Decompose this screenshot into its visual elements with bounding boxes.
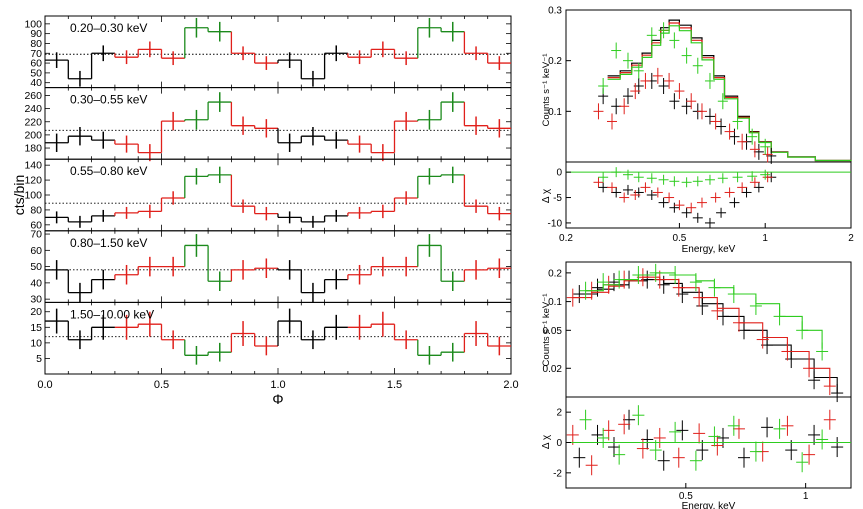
y-tick-label: 80 <box>30 204 42 216</box>
y-tick-label: 120 <box>24 175 42 187</box>
y-tick-label: 80 <box>30 38 42 50</box>
x-tick-label: 0.5 <box>679 491 693 502</box>
y-axis-label: cts/bin <box>11 175 27 215</box>
model-curve <box>607 22 852 162</box>
x-tick-label: 2.0 <box>503 379 518 391</box>
y-tick-label: 70 <box>30 48 42 60</box>
resid-tick-label: 0 <box>556 168 562 179</box>
resid-tick-label: 0 <box>556 438 562 449</box>
band-label: 1.50–10.00 keV <box>70 307 154 321</box>
y-tick-label: 10 <box>30 337 42 349</box>
spectrum-bottom-chart: 0.2 0.1 0.05 0.02 2 0 -2 0.5 1 Energy, keV Counts … <box>541 261 852 509</box>
resid-tick-label: -2 <box>553 468 562 479</box>
y-tick-label: 15 <box>30 322 42 334</box>
band-label: 0.80–1.50 keV <box>70 236 147 250</box>
y-tick-label: 40 <box>30 77 42 89</box>
resid-tick-label: -5 <box>553 193 562 204</box>
model-curve <box>607 25 852 162</box>
y-tick-label: 60 <box>30 58 42 70</box>
spectrum-frame <box>565 9 852 163</box>
y-tick-label: 0.2 <box>548 268 562 279</box>
model-curve <box>607 19 852 162</box>
band-label: 0.20–0.30 keV <box>70 21 147 35</box>
x-tick-label: 1 <box>762 233 768 244</box>
x-axis-label: Φ <box>272 391 283 407</box>
y-tick-label: 0.3 <box>548 6 562 17</box>
resid-tick-label: -10 <box>548 218 563 229</box>
y-tick-label: 70 <box>30 229 42 241</box>
x-tick-label: 1.5 <box>387 379 402 391</box>
y-tick-label: 0.1 <box>548 107 562 118</box>
y-tick-label: 0.2 <box>548 56 562 67</box>
y-tick-label: 100 <box>24 190 42 202</box>
band-label: 0.55–0.80 keV <box>70 164 147 178</box>
x-tick-label: 1 <box>803 491 809 502</box>
y-tick-label: 20 <box>30 306 42 318</box>
y-tick-label: 60 <box>30 219 42 231</box>
x-tick-label: 0.5 <box>672 233 686 244</box>
resid-axis-label: Δ χ <box>541 188 552 203</box>
y-tick-label: 0.02 <box>543 364 563 375</box>
x-axis-label: Energy, keV <box>682 501 736 509</box>
x-tick-label: 0.0 <box>37 379 52 391</box>
y-tick-label: 40 <box>30 277 42 289</box>
x-tick-label: 0.2 <box>559 233 573 244</box>
x-tick-label: 1.0 <box>270 379 285 391</box>
y-tick-label: 100 <box>24 18 42 30</box>
y-tick-label: 260 <box>24 90 42 102</box>
y-tick-label: 30 <box>30 294 42 306</box>
y-axis-label: Counts s⁻¹ keV⁻¹ <box>541 294 552 367</box>
y-tick-label: 200 <box>24 129 42 141</box>
spectrum-top-chart: 0.1 0.2 0.3 0 -5 -10 0.2 0.5 1 2 Energy, keV Counts… <box>541 6 854 256</box>
model-curve-red <box>572 276 831 387</box>
y-tick-label: 90 <box>30 28 42 40</box>
residual-frame <box>565 161 852 229</box>
y-tick-label: 0.05 <box>543 326 563 337</box>
y-tick-label: 220 <box>24 116 42 128</box>
y-tick-label: 0.1 <box>548 297 562 308</box>
y-tick-label: 5 <box>36 353 42 365</box>
x-tick-label: 0.5 <box>154 379 169 391</box>
y-tick-label: 50 <box>30 261 42 273</box>
model-curve-black <box>579 279 838 394</box>
y-tick-label: 140 <box>24 160 42 172</box>
y-tick-label: 60 <box>30 245 42 257</box>
y-tick-label: 50 <box>30 67 42 79</box>
y-axis-label: Counts s⁻¹ keV⁻¹ <box>541 54 552 127</box>
x-tick-label: 2 <box>848 233 854 244</box>
y-tick-label: 240 <box>24 103 42 115</box>
resid-tick-label: 2 <box>556 408 562 419</box>
resid-axis-label: Δ χ <box>541 434 552 449</box>
x-axis-label: Energy, keV <box>682 244 736 255</box>
y-tick-label: 180 <box>24 143 42 155</box>
band-label: 0.30–0.55 keV <box>70 93 147 107</box>
